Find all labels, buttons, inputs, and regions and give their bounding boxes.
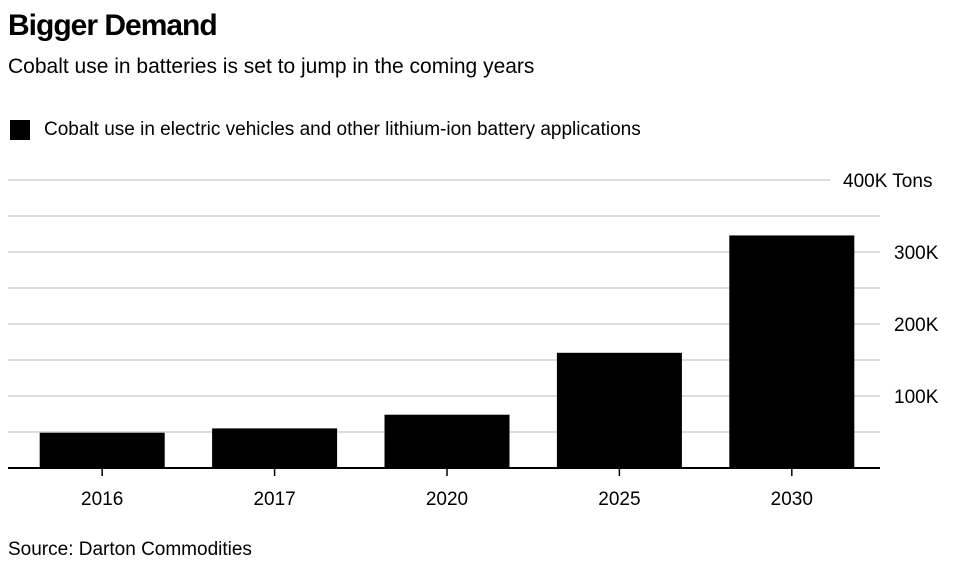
bar-2016	[39, 432, 165, 468]
chart-legend: Cobalt use in electric vehicles and othe…	[10, 118, 641, 142]
y-tick-label: 100K	[894, 387, 939, 408]
x-tick-label: 2030	[771, 489, 813, 510]
x-tick-label: 2017	[253, 489, 295, 510]
y-tick-label: 200K	[894, 315, 939, 336]
chart-subtitle: Cobalt use in batteries is set to jump i…	[8, 55, 535, 78]
x-tick-label: 2025	[598, 489, 640, 510]
x-tick-label: 2016	[81, 489, 123, 510]
legend-swatch	[10, 120, 30, 140]
bar-2030	[729, 235, 855, 468]
y-tick-label: 300K	[894, 243, 939, 264]
bar-2017	[212, 428, 338, 468]
bar-2020	[384, 414, 510, 468]
chart-title: Bigger Demand	[8, 9, 218, 42]
legend-label: Cobalt use in electric vehicles and othe…	[44, 119, 641, 140]
y-tick-label: 400K Tons	[843, 171, 932, 192]
x-tick-label: 2020	[426, 489, 468, 510]
axis-layer: 100K 200K 300K 400K Tons 2016 2017 2020 2025 203…	[8, 171, 939, 510]
bar-2025	[556, 352, 682, 468]
bar-layer	[39, 235, 855, 468]
chart-source: Source: Darton Commodities	[8, 539, 252, 560]
